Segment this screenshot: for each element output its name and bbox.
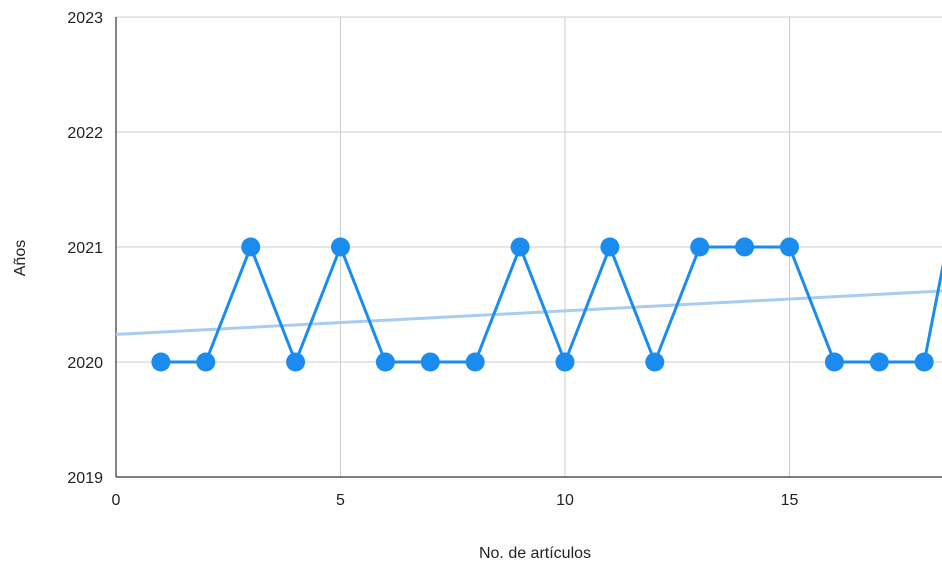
y-tick-label: 2021 <box>67 240 103 257</box>
data-point <box>824 352 844 372</box>
axes <box>115 17 942 478</box>
y-axis-title: Años <box>12 240 29 276</box>
data-point <box>869 352 889 372</box>
data-point <box>151 352 171 372</box>
x-tick-label: 15 <box>781 492 799 509</box>
trendline <box>115 289 942 336</box>
x-tick-label: 0 <box>112 492 121 509</box>
data-point <box>600 237 620 257</box>
data-point <box>331 237 350 257</box>
y-tick-label: 2023 <box>67 10 103 27</box>
data-point <box>241 237 261 257</box>
data-point <box>690 237 710 257</box>
data-point <box>196 352 216 372</box>
x-tick-label: 10 <box>556 492 574 509</box>
series-group <box>151 237 942 372</box>
x-tick-label: 5 <box>336 492 345 509</box>
data-point <box>645 352 665 372</box>
data-point <box>735 237 755 257</box>
data-point <box>465 352 485 372</box>
data-point <box>555 352 575 372</box>
data-point <box>375 352 395 372</box>
data-point <box>510 237 530 257</box>
x-axis-title: No. de artículos <box>479 545 591 562</box>
data-point <box>780 237 799 257</box>
data-point <box>286 352 306 372</box>
y-tick-label: 2020 <box>67 355 103 372</box>
data-point <box>914 352 934 372</box>
y-tick-label: 2019 <box>67 470 103 487</box>
trendline-group <box>115 289 942 336</box>
data-point <box>420 352 440 372</box>
y-tick-label: 2022 <box>67 125 103 142</box>
tick-labels: 2019202020212022202305101520 <box>67 10 799 509</box>
